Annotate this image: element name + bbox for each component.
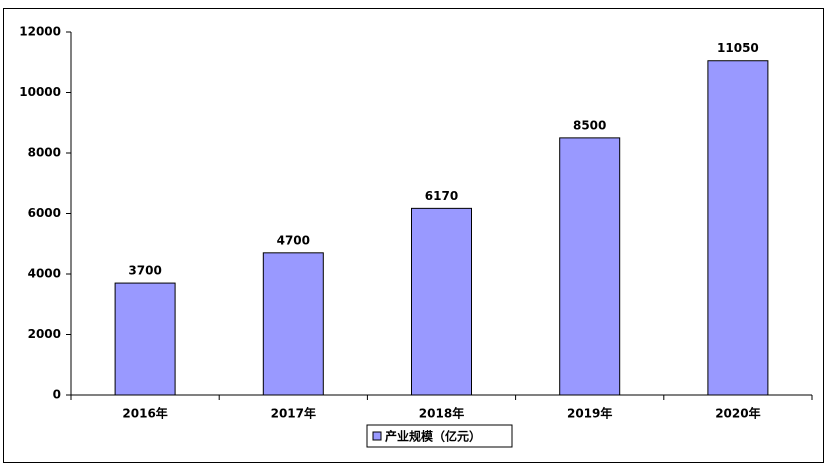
y-tick-label: 0 (53, 388, 61, 402)
value-label: 11050 (717, 41, 759, 55)
x-tick-label: 2016年 (122, 406, 167, 421)
bar (411, 207, 472, 396)
legend-box (366, 424, 513, 448)
value-label: 3700 (128, 264, 161, 278)
bar (707, 60, 769, 396)
x-tick-label: 2019年 (567, 406, 612, 421)
value-label: 8500 (573, 118, 606, 132)
y-tick-label: 2000 (28, 327, 61, 341)
x-tick-label: 2020年 (715, 406, 760, 421)
y-tick-label: 6000 (28, 206, 61, 220)
legend-swatch (372, 431, 382, 441)
y-tick-label: 8000 (28, 146, 61, 160)
legend-label: 产业规模（亿元） (385, 429, 481, 444)
bar (559, 137, 621, 396)
value-label: 4700 (277, 233, 310, 247)
value-label: 6170 (425, 189, 458, 203)
bar (114, 282, 176, 396)
x-tick-label: 2017年 (271, 406, 316, 421)
bar (262, 252, 324, 396)
y-tick-label: 10000 (19, 85, 61, 99)
y-tick-label: 4000 (28, 267, 61, 281)
x-tick-label: 2018年 (419, 406, 464, 421)
y-tick-label: 12000 (19, 25, 61, 39)
